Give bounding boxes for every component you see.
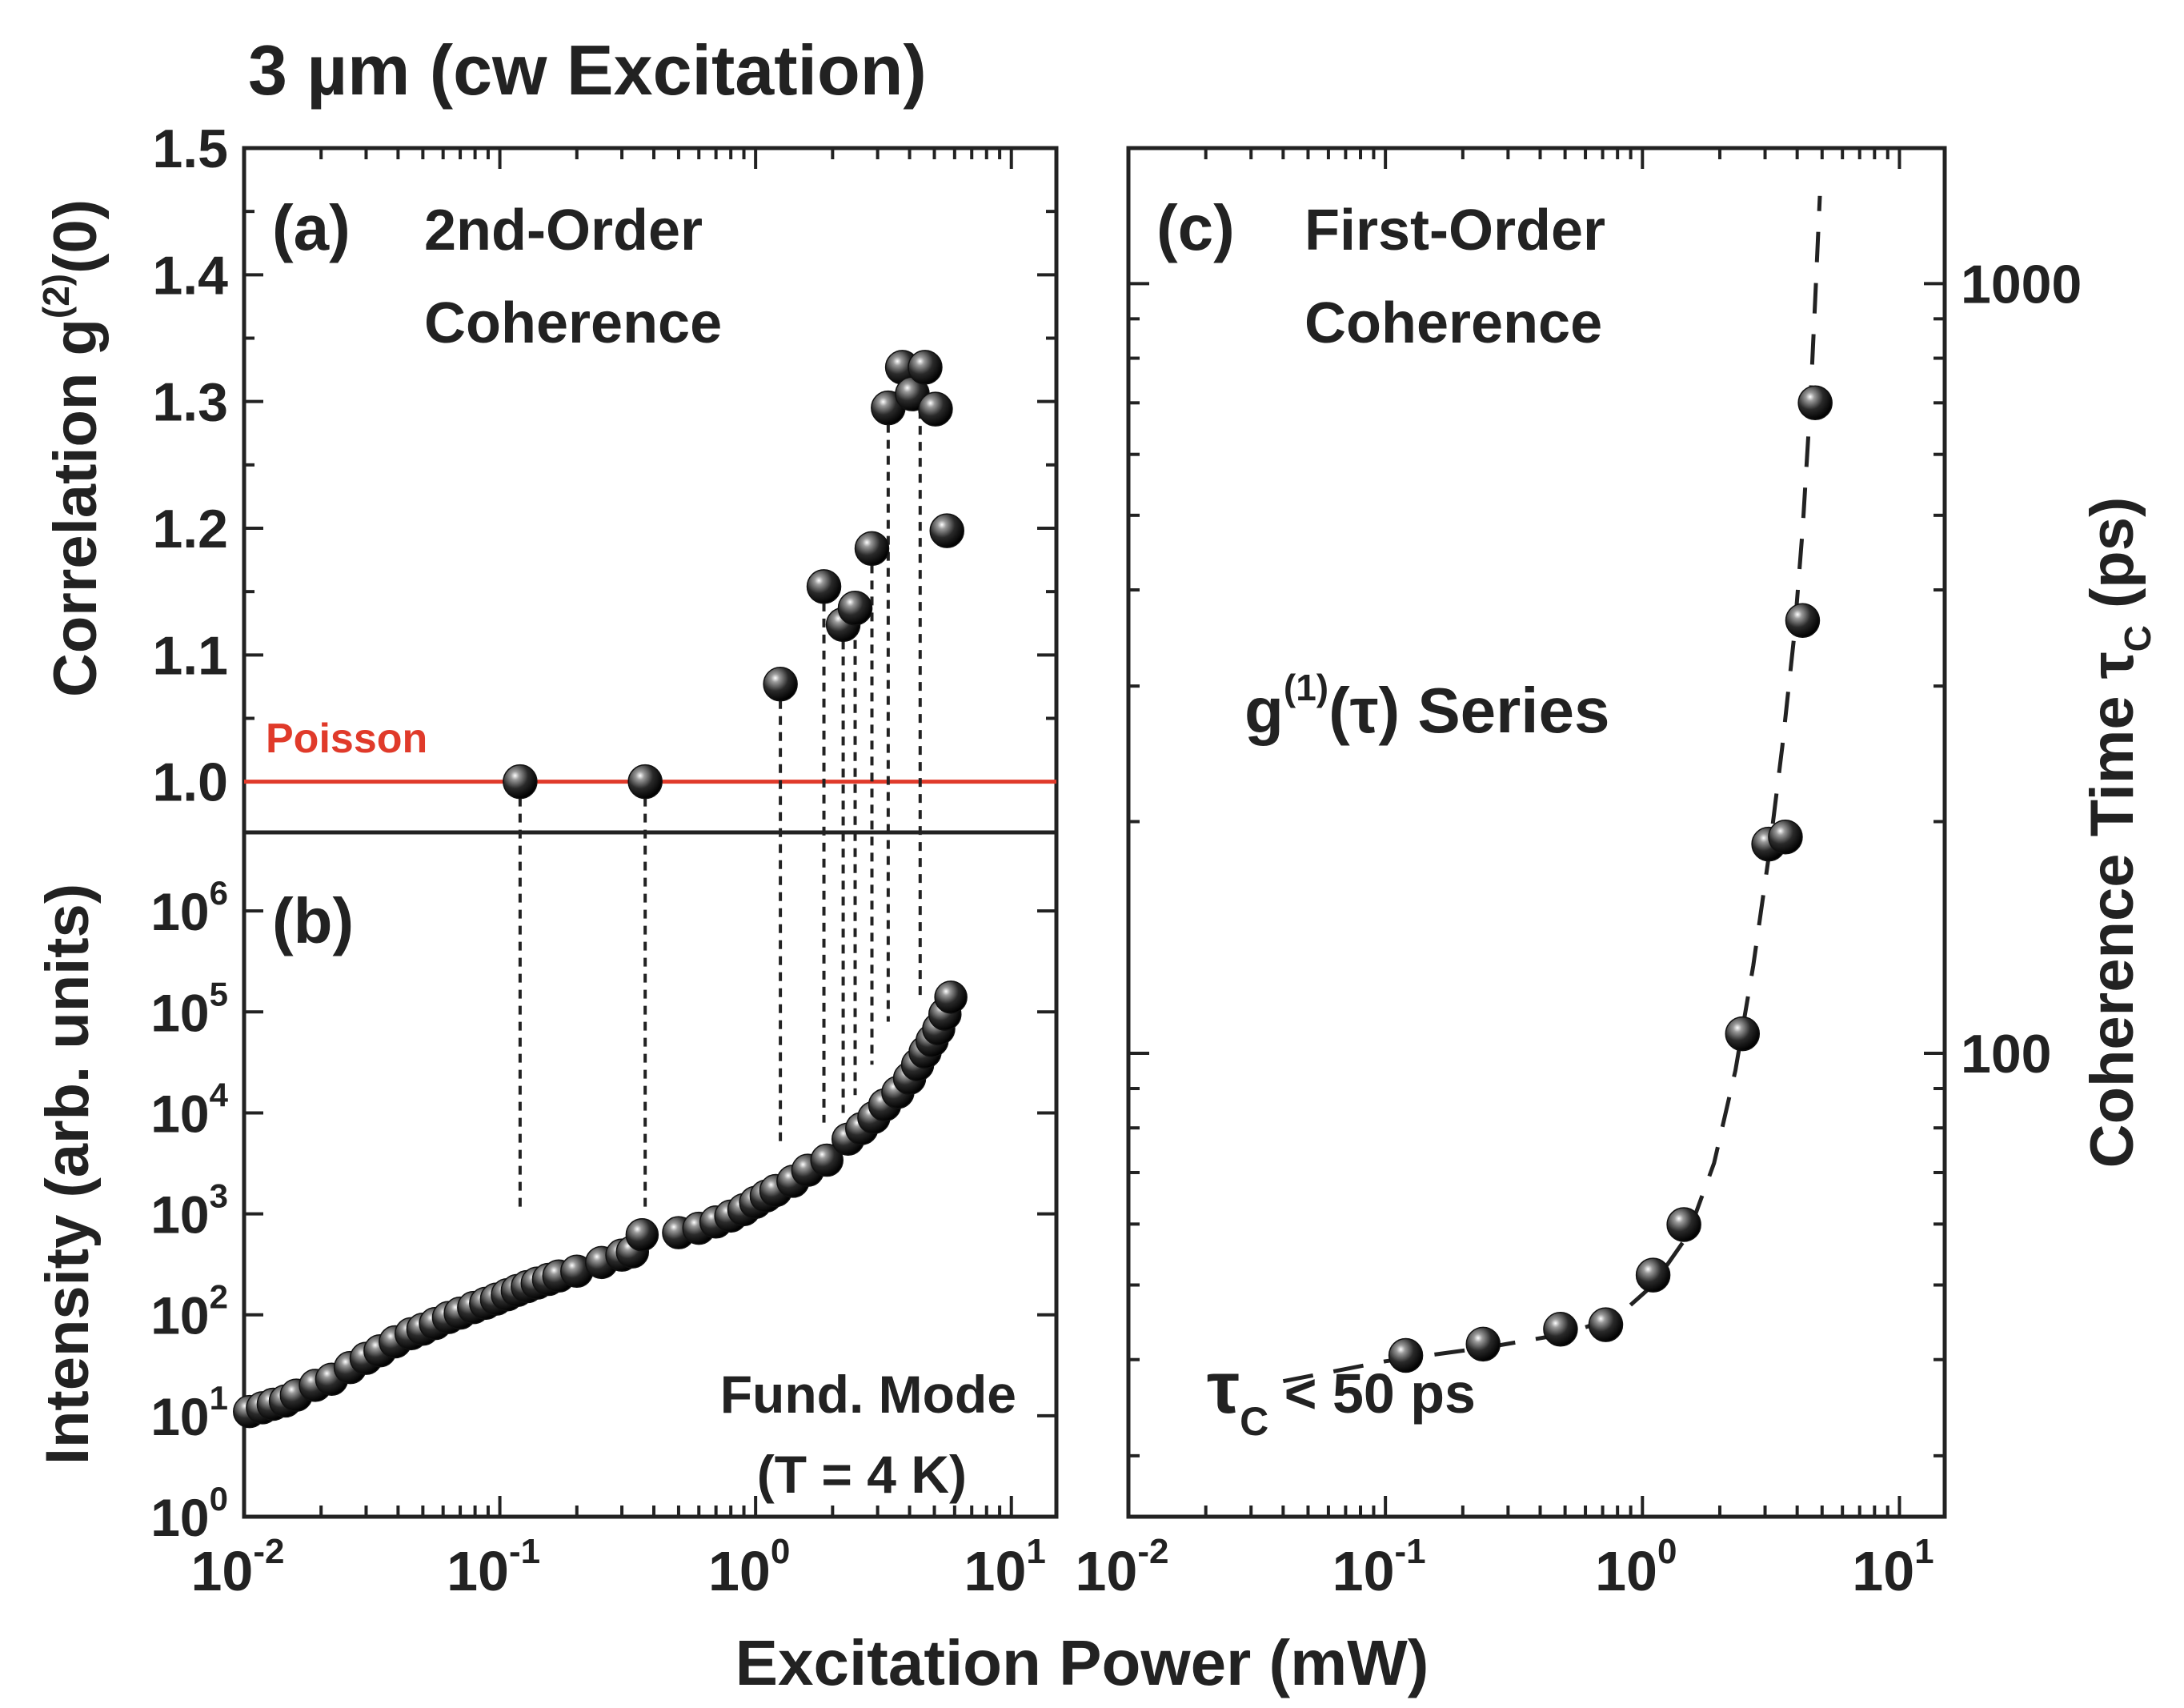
panel-b-note-line2: (T = 4 K) — [757, 1445, 967, 1504]
panel-a-ylabel-g: g — [42, 319, 110, 355]
panel-c-label: (c) — [1156, 192, 1235, 263]
panel-c-data-point — [1666, 1207, 1701, 1242]
panel-a-data-point — [837, 591, 873, 626]
panel-c-text-line2: Coherence — [1304, 291, 1602, 355]
panel-c-frame — [1126, 146, 1947, 1519]
panel-b-data-point — [934, 980, 968, 1014]
panel-b-xtick-label: 101 — [964, 1532, 1046, 1602]
panel-c-xtick-label: 101 — [1852, 1532, 1934, 1602]
panel-a-ytick-label: 1.5 — [152, 118, 228, 179]
note-sub: C — [1240, 1399, 1268, 1444]
series-label-sup: (1) — [1284, 667, 1328, 708]
panel-b-data-point — [625, 1218, 659, 1252]
panel-a-data-point — [908, 350, 943, 385]
series-label-post: (τ) Series — [1328, 675, 1609, 746]
note-tau: τ — [1207, 1347, 1240, 1429]
panel-c-fit-curve — [1282, 195, 1822, 1384]
panel-a-ylabel-post: (0) — [42, 199, 110, 274]
panel-a-data-point — [929, 513, 965, 548]
panel-a-label: (a) — [272, 192, 351, 263]
point-layer — [233, 350, 1833, 1429]
panel-a-ylabel: Correlation g(2)(0) — [35, 199, 110, 697]
panel-c-data-point — [1797, 385, 1833, 421]
figure-title: 3 µm (cw Excitation) — [248, 30, 927, 110]
panel-b-ytick-label: 101 — [150, 1379, 228, 1446]
panel-a-data-point — [854, 531, 890, 567]
panel-a-text-line1: 2nd-Order — [424, 198, 703, 263]
panel-a-data-point — [503, 764, 538, 800]
line-layer — [244, 195, 1822, 1384]
panel-a-data-point — [627, 764, 663, 800]
panel-a-ylabel-pre: Correlation — [42, 356, 110, 698]
panel-c-xtick-label: 100 — [1595, 1532, 1677, 1602]
panel-a-text-line2: Coherence — [424, 291, 722, 355]
panel-b-frame — [242, 830, 1059, 1519]
panel-c-data-point — [1465, 1326, 1501, 1362]
panel-c-text-line1: First-Order — [1304, 198, 1605, 263]
panel-c-series-label: g(1)(τ) Series — [1244, 667, 1610, 746]
panel-a-ytick-label: 1.4 — [152, 245, 228, 306]
panel-b-xtick-label: 10-1 — [447, 1532, 540, 1602]
panel-c-ylabel-sub: C — [2117, 625, 2158, 652]
panel-a-ytick-label: 1.3 — [152, 372, 228, 433]
panel-b-ytick-label: 103 — [150, 1177, 228, 1245]
panel-c-ytick-label: 100 — [1961, 1024, 2051, 1085]
panel-b-label: (b) — [272, 885, 354, 956]
panel-c-data-point — [1588, 1307, 1624, 1342]
panel-b-xtick-label: 100 — [708, 1532, 790, 1602]
panel-c-ylabel-pre: Coherence Time τ — [2078, 652, 2146, 1168]
panel-c-ylabel-post: (ps) — [2078, 497, 2146, 625]
panel-c-data-point — [1543, 1312, 1578, 1347]
panel-b-ylabel-text: Intensity (arb. units) — [34, 884, 102, 1465]
panel-c-data-point — [1635, 1257, 1671, 1293]
panel-c-data-point — [1725, 1016, 1761, 1052]
tick-layer: 10-2 10-1 100 101 10-2 10-1 100 101 1.0 1.1 1.2 1.3… — [150, 118, 2082, 1602]
panel-c-data-point — [1785, 603, 1821, 639]
series-label-g: g — [1244, 675, 1284, 746]
panel-a-ytick-label: 1.0 — [152, 752, 228, 813]
panel-c-xtick-label: 10-2 — [1076, 1532, 1169, 1602]
panel-b-ytick-label: 104 — [150, 1076, 228, 1143]
note-post: < 50 ps — [1268, 1362, 1476, 1425]
svg-text:Correlation g(2)(0): Correlation g(2)(0) — [35, 199, 110, 697]
panel-c-ytick-label: 1000 — [1961, 254, 2082, 315]
panel-c-note: τC < 50 ps — [1207, 1347, 1476, 1444]
panel-b-ytick-label: 106 — [150, 874, 228, 941]
panel-c-ylabel: Coherence Time τC (ps) — [2078, 497, 2158, 1169]
x-axis-label: Excitation Power (mW) — [735, 1627, 1429, 1698]
panel-b-ytick-label: 105 — [150, 975, 228, 1042]
panel-c-data-point — [1388, 1337, 1424, 1373]
panel-a-data-point — [763, 667, 798, 702]
panel-b-ytick-label: 100 — [150, 1480, 228, 1547]
panel-b-xtick-label: 10-2 — [191, 1532, 285, 1602]
poisson-label: Poisson — [266, 716, 427, 762]
panel-a-data-point — [806, 569, 842, 604]
panel-a-ytick-label: 1.2 — [152, 499, 228, 559]
panel-b-note-line1: Fund. Mode — [720, 1365, 1016, 1424]
panel-c-data-point — [1768, 820, 1803, 855]
panel-b-data-point — [810, 1143, 844, 1177]
panel-b-ytick-label: 102 — [150, 1278, 228, 1345]
panel-a-ytick-label: 1.1 — [152, 625, 228, 686]
svg-text:Coherence Time τC (ps): Coherence Time τC (ps) — [2078, 497, 2158, 1169]
panel-a-data-point — [918, 391, 953, 427]
panel-b-ylabel: Intensity (arb. units) — [34, 884, 102, 1465]
panel-a-ylabel-sup: (2) — [35, 274, 77, 319]
panel-c-xtick-label: 10-1 — [1332, 1532, 1426, 1602]
